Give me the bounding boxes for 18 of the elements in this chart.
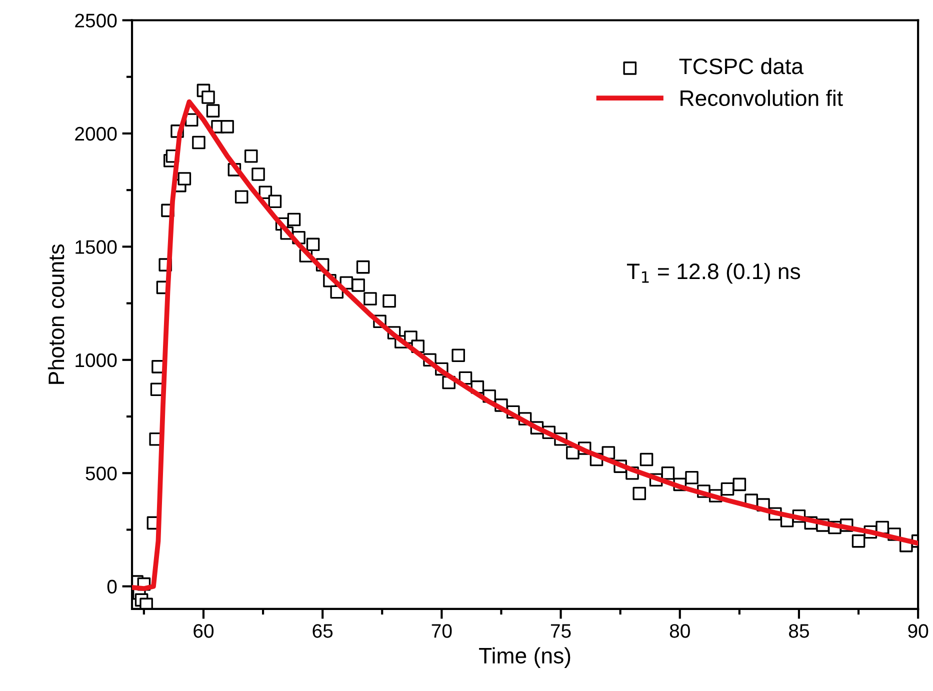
x-axis-title: Time (ns)	[479, 647, 570, 668]
y-axis-title: Photon counts	[48, 244, 64, 384]
x-tick-label: 80	[670, 624, 690, 638]
x-tick-label: 70	[432, 624, 452, 638]
y-tick-label: 2000	[75, 126, 117, 141]
x-tick-label: 75	[550, 624, 571, 638]
x-tick-label: 60	[194, 624, 214, 638]
x-tick-label: 65	[312, 624, 333, 638]
y-tick-label: 2500	[75, 14, 117, 28]
legend-label: Reconvolution fit	[680, 90, 843, 106]
x-tick-label: 90	[908, 624, 928, 638]
x-tick-label: 85	[789, 624, 809, 638]
y-tick-label: 500	[86, 466, 117, 480]
legend-label: TCSPC data	[679, 58, 804, 74]
annotation: T$_{1}$ = 12.8 (0.1) ns	[626, 262, 800, 284]
y-tick-label: 0	[107, 580, 117, 594]
y-tick-label: 1000	[76, 353, 117, 368]
y-tick-label: 1500	[76, 240, 117, 254]
